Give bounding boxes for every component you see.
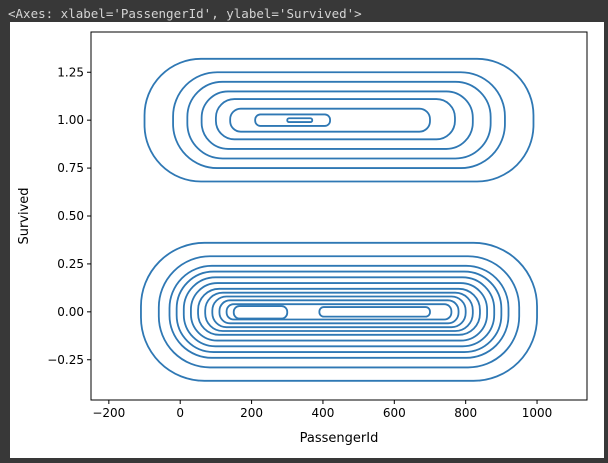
contour-inner-level <box>232 305 289 320</box>
y-tick-label: 1.00 <box>57 113 84 127</box>
contour-inner-level <box>318 306 431 318</box>
contour-level <box>175 270 503 353</box>
contour-lines <box>140 57 538 382</box>
contour-level <box>254 113 331 127</box>
contour-level <box>197 287 481 336</box>
y-tick-label: −0.25 <box>47 353 84 367</box>
contour-level <box>140 241 538 382</box>
contour-level <box>157 255 521 369</box>
contour-level <box>168 264 510 359</box>
x-tick-label: 0 <box>176 406 184 420</box>
contour-level <box>211 295 467 329</box>
y-tick-label: 0.00 <box>57 305 84 319</box>
x-tick-label: 400 <box>311 406 334 420</box>
axes-repr-output: <Axes: xlabel='PassengerId', ylabel='Sur… <box>8 6 362 21</box>
y-tick-label: 0.75 <box>57 161 84 175</box>
x-tick-label: 800 <box>454 406 477 420</box>
contour-level <box>200 90 474 150</box>
figure: −200 0 200 400 600 800 1000 −0.25 0.00 0.25 0.50 0… <box>10 22 604 458</box>
contour-level <box>286 117 314 123</box>
x-axis-ticks: −200 0 200 400 600 800 1000 <box>92 400 552 420</box>
contour-level <box>186 80 492 160</box>
contour-level <box>172 71 506 169</box>
plot-area <box>90 31 588 401</box>
y-tick-label: 0.50 <box>57 209 84 223</box>
y-tick-label: 1.25 <box>57 65 84 79</box>
x-tick-label: 200 <box>240 406 263 420</box>
contour-level <box>225 303 453 321</box>
contour-level <box>214 98 456 141</box>
x-tick-label: 600 <box>383 406 406 420</box>
x-axis-label: PassengerId <box>300 431 379 446</box>
contour-level <box>143 57 535 183</box>
contour-level <box>229 107 431 133</box>
x-tick-label: 1000 <box>522 406 553 420</box>
kde-contour-chart: −200 0 200 400 600 800 1000 −0.25 0.00 0.25 0.50 0… <box>17 31 588 446</box>
y-tick-label: 0.25 <box>57 257 84 271</box>
y-axis-ticks: −0.25 0.00 0.25 0.50 0.75 1.00 1.25 <box>47 65 91 367</box>
contour-level <box>204 291 474 332</box>
contour-level <box>218 299 460 325</box>
contour-level <box>190 282 488 342</box>
x-tick-label: −200 <box>92 406 125 420</box>
y-axis-label: Survived <box>17 187 32 244</box>
contour-level <box>182 276 496 348</box>
